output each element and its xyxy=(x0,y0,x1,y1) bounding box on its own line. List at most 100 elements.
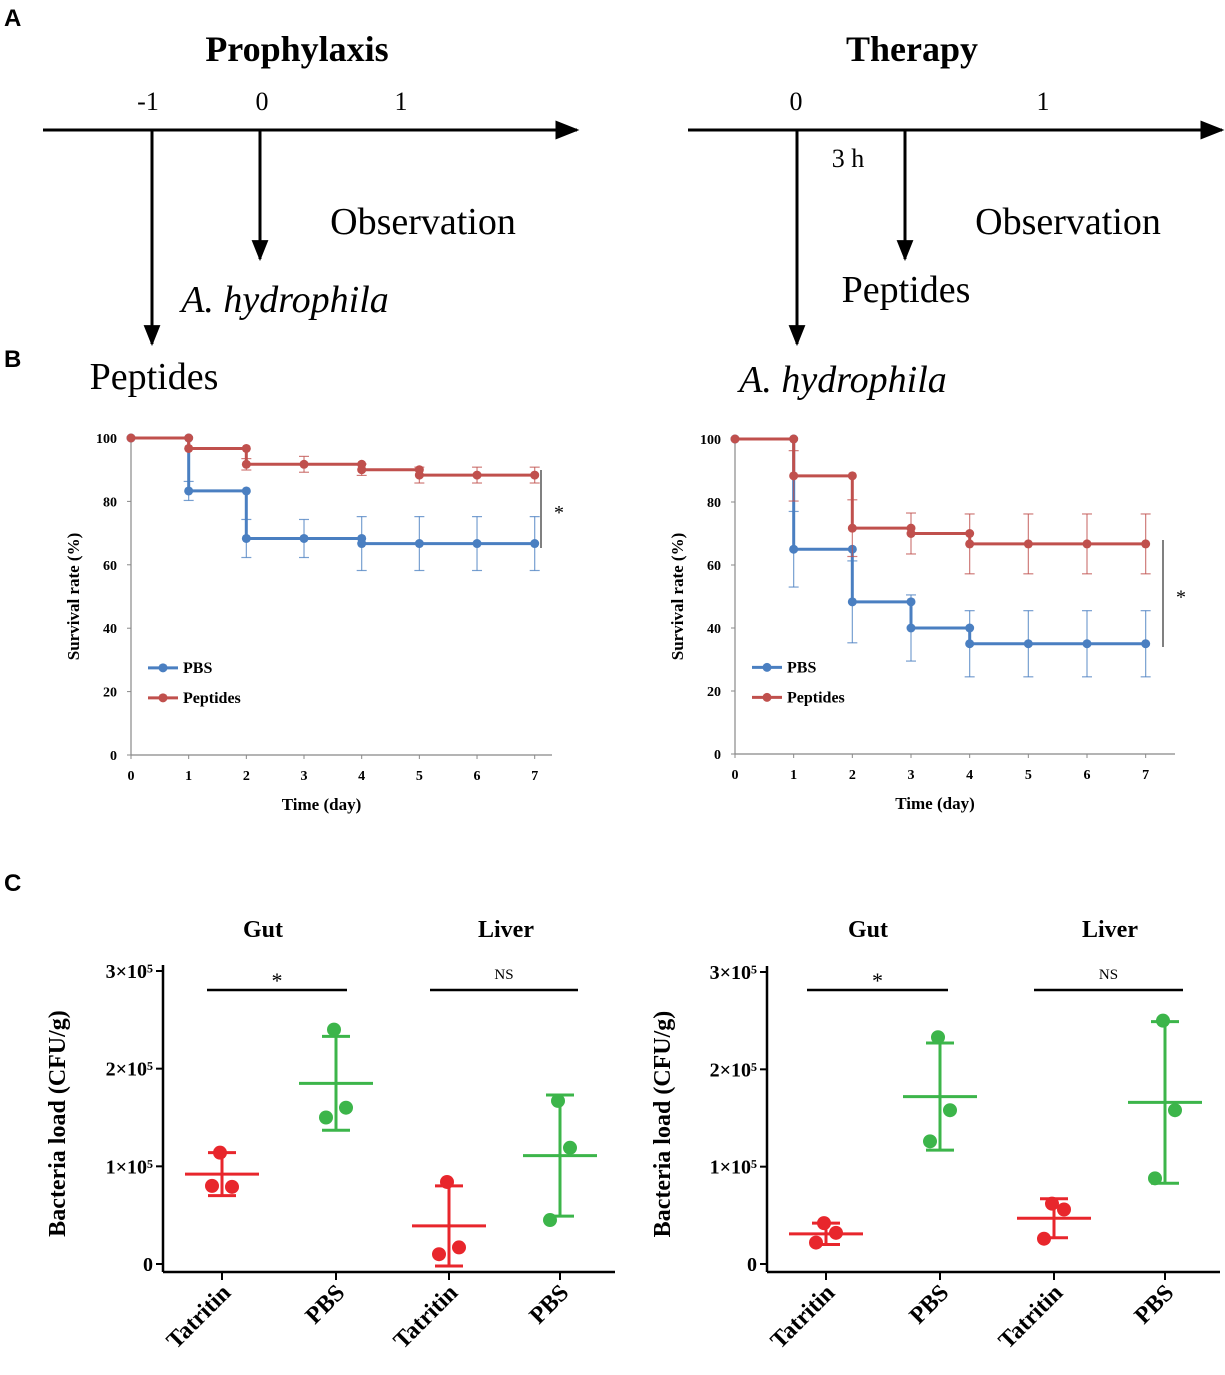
data-point xyxy=(205,1178,219,1193)
group-liver-tatritin xyxy=(412,1174,486,1268)
significance-marker: * xyxy=(1176,587,1186,609)
data-point xyxy=(213,1145,227,1160)
legend-label: PBS xyxy=(183,660,212,677)
y-tick-label: 0 xyxy=(110,749,117,764)
survival-line xyxy=(131,436,535,477)
data-point xyxy=(965,639,975,649)
significance-marker: * xyxy=(554,502,564,524)
legend-label: PBS xyxy=(787,659,816,676)
survival-line xyxy=(735,437,1146,546)
series-peptides xyxy=(126,433,540,484)
data-point xyxy=(184,486,194,496)
y-axis-label: Survival rate (%) xyxy=(64,533,83,660)
x-tick-label: 0 xyxy=(732,768,739,783)
data-point xyxy=(440,1174,454,1189)
group-liver-tatritin xyxy=(1017,1196,1091,1246)
bacteria-chart-therapy: 0 1×10⁵ 2×10⁵ 3×10⁵ Bacteria load (CFU/g) Gut… xyxy=(650,917,1220,1354)
data-point xyxy=(1141,639,1151,649)
therapy-observation: Observation xyxy=(975,201,1161,243)
y-tick-label: 3×10⁵ xyxy=(710,962,757,984)
group-gut-tatritin xyxy=(789,1216,863,1250)
group-liver-pbs xyxy=(1128,1013,1202,1186)
data-point xyxy=(299,533,309,543)
x-tick-label: 7 xyxy=(1142,768,1149,783)
prophylaxis-title: Prophylaxis xyxy=(205,29,388,69)
data-point xyxy=(931,1030,945,1045)
series-pbs xyxy=(126,433,540,572)
data-point xyxy=(299,459,309,469)
data-point xyxy=(789,434,799,444)
x-tick-label: Tatritin xyxy=(994,1280,1068,1354)
data-point xyxy=(414,539,424,549)
data-point xyxy=(241,486,251,496)
y-tick-label: 100 xyxy=(96,432,117,447)
group-gut-pbs xyxy=(299,1022,373,1132)
x-tick-label: 5 xyxy=(1025,768,1032,783)
data-point xyxy=(530,539,540,549)
data-point xyxy=(906,623,916,633)
data-point xyxy=(530,470,540,480)
x-tick-label: 5 xyxy=(416,769,423,784)
x-tick-label: PBS xyxy=(525,1280,575,1330)
group-title: Gut xyxy=(848,917,888,943)
data-point xyxy=(563,1140,577,1155)
x-tick-label: 4 xyxy=(358,769,365,784)
y-tick-label: 0 xyxy=(714,748,721,763)
x-tick-label: Tatritin xyxy=(389,1280,463,1354)
data-point xyxy=(1156,1013,1170,1028)
data-point xyxy=(543,1213,557,1228)
data-point xyxy=(241,459,251,469)
data-point xyxy=(452,1240,466,1255)
therapy-title: Therapy xyxy=(846,29,978,69)
y-tick-label: 2×10⁵ xyxy=(106,1059,153,1081)
y-tick-label: 40 xyxy=(707,622,721,637)
legend-marker xyxy=(762,662,772,672)
data-point xyxy=(414,470,424,480)
group-title: Liver xyxy=(478,917,534,943)
data-point xyxy=(357,539,367,549)
data-point xyxy=(241,443,251,453)
significance-marker: * xyxy=(872,968,883,993)
y-tick-label: 100 xyxy=(700,433,721,448)
data-point xyxy=(923,1134,937,1149)
y-tick-label: 20 xyxy=(707,685,721,700)
x-tick-label: PBS xyxy=(301,1280,351,1330)
prophylaxis-observation: Observation xyxy=(330,201,516,243)
prophylaxis-treatment: Peptides xyxy=(90,356,219,398)
therapy-delay: 3 h xyxy=(832,144,865,173)
data-point xyxy=(1023,539,1033,549)
data-point xyxy=(965,539,975,549)
data-point xyxy=(241,533,251,543)
y-axis-label: Bacteria load (CFU/g) xyxy=(650,1011,676,1238)
series-pbs xyxy=(730,434,1151,678)
group-title: Liver xyxy=(1082,917,1138,943)
x-tick-label: 4 xyxy=(966,768,973,783)
group-liver-pbs xyxy=(523,1093,597,1228)
data-point xyxy=(551,1093,565,1108)
data-point xyxy=(327,1022,341,1037)
data-point xyxy=(789,544,799,554)
data-point xyxy=(1082,539,1092,549)
series-peptides xyxy=(730,434,1151,575)
data-point xyxy=(472,470,482,480)
data-point xyxy=(184,443,194,453)
data-point xyxy=(432,1247,446,1262)
y-tick-label: 1×10⁵ xyxy=(710,1157,757,1179)
data-point xyxy=(339,1100,353,1115)
y-tick-label: 0 xyxy=(143,1254,153,1276)
data-point xyxy=(906,529,916,538)
y-tick-label: 80 xyxy=(707,496,721,511)
x-tick-label: 6 xyxy=(474,769,481,784)
significance-marker: NS xyxy=(494,967,513,983)
data-point xyxy=(184,433,194,443)
y-tick-label: 80 xyxy=(103,495,117,510)
x-tick-label: PBS xyxy=(905,1280,955,1330)
x-axis-label: Time (day) xyxy=(282,795,362,814)
data-point xyxy=(906,597,916,607)
therapy-tick-0: 0 xyxy=(790,87,803,116)
panel-label-b: B xyxy=(4,346,21,373)
prophylaxis-tick-0: 0 xyxy=(256,87,269,116)
legend-marker xyxy=(158,693,168,703)
data-point xyxy=(829,1225,843,1240)
y-tick-label: 40 xyxy=(103,622,117,637)
